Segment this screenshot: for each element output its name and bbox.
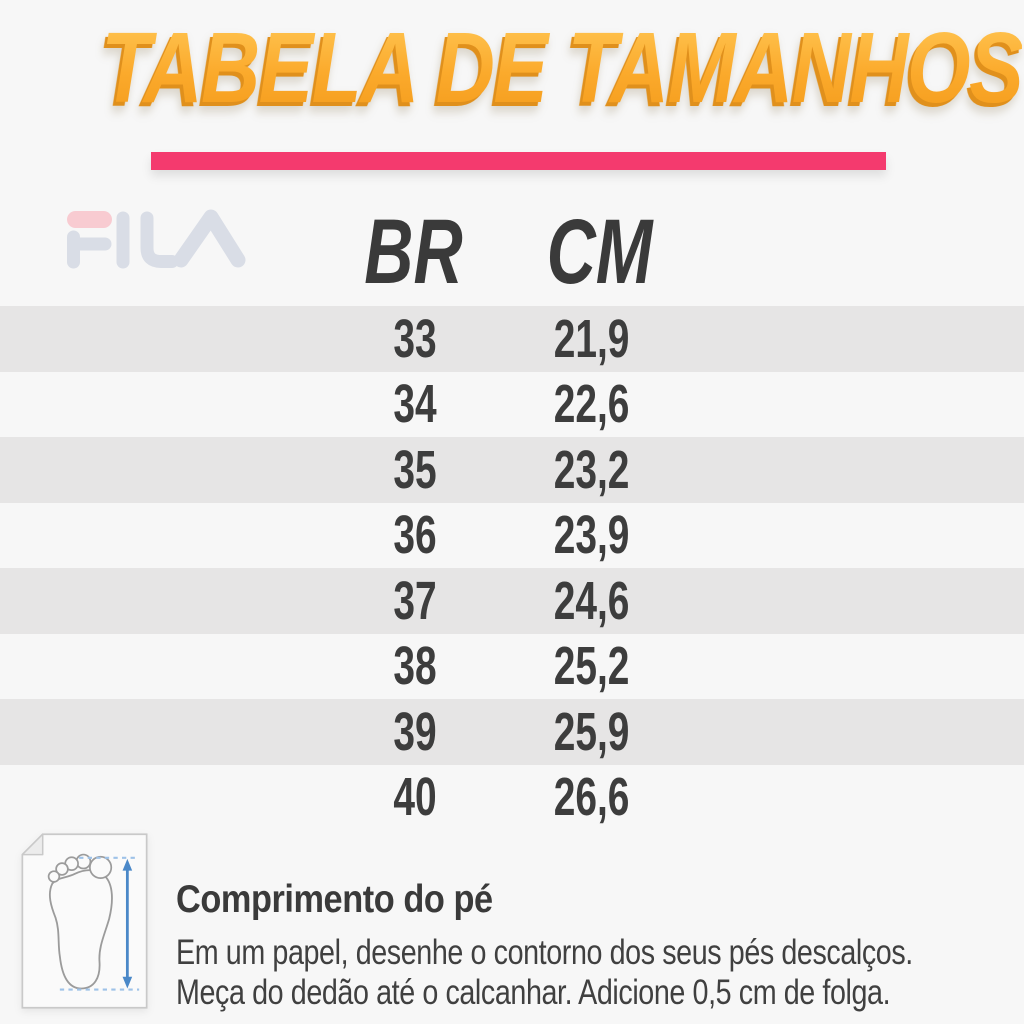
table-row: 39 25,9 [0, 699, 1024, 765]
title-underline-bar [151, 152, 886, 170]
table-row: 36 23,9 [0, 503, 1024, 569]
size-br-value: 35 [393, 439, 437, 500]
size-cm-value: 23,9 [554, 505, 630, 566]
size-table: 33 21,9 34 22,6 35 23,2 36 23,9 37 24,6 38 25,2 39 25… [0, 306, 1024, 830]
page-title-text: TABELA DE TAMANHOS [101, 12, 1024, 124]
table-row: 33 21,9 [0, 306, 1024, 372]
column-header-cm-label: CM [547, 201, 653, 303]
footer-instructions: Em um papel, desenhe o contorno dos seus… [176, 933, 913, 1014]
foot-measure-icon [21, 833, 148, 1009]
page-title: TABELA DE TAMANHOS [0, 18, 1024, 118]
size-br-value: 33 [393, 308, 437, 369]
size-cm-value: 25,9 [554, 701, 630, 762]
table-row: 40 26,6 [0, 765, 1024, 831]
size-cm-value: 22,6 [554, 374, 630, 435]
size-cm-value: 24,6 [554, 570, 630, 631]
table-row: 35 23,2 [0, 437, 1024, 503]
table-row: 38 25,2 [0, 634, 1024, 700]
fila-logo-watermark-icon [67, 209, 246, 269]
size-br-value: 38 [393, 636, 437, 697]
size-br-value: 40 [393, 767, 437, 828]
size-cm-value: 23,2 [554, 439, 630, 500]
table-row: 37 24,6 [0, 568, 1024, 634]
footer-instruction-line-1: Em um papel, desenhe o contorno dos seus… [176, 933, 913, 972]
column-header-br-label: BR [363, 201, 463, 303]
size-br-value: 34 [393, 374, 437, 435]
measure-arrow-icon [122, 858, 133, 989]
footer-heading: Comprimento do pé [176, 878, 493, 921]
footer-instruction-line-2: Meça do dedão até o calcanhar. Adicione … [176, 973, 891, 1013]
size-cm-value: 21,9 [554, 308, 630, 369]
size-cm-value: 26,6 [554, 767, 630, 828]
table-row: 34 22,6 [0, 372, 1024, 438]
size-cm-value: 25,2 [554, 636, 630, 697]
size-br-value: 37 [393, 570, 437, 631]
size-br-value: 36 [393, 505, 437, 566]
size-br-value: 39 [393, 701, 437, 762]
